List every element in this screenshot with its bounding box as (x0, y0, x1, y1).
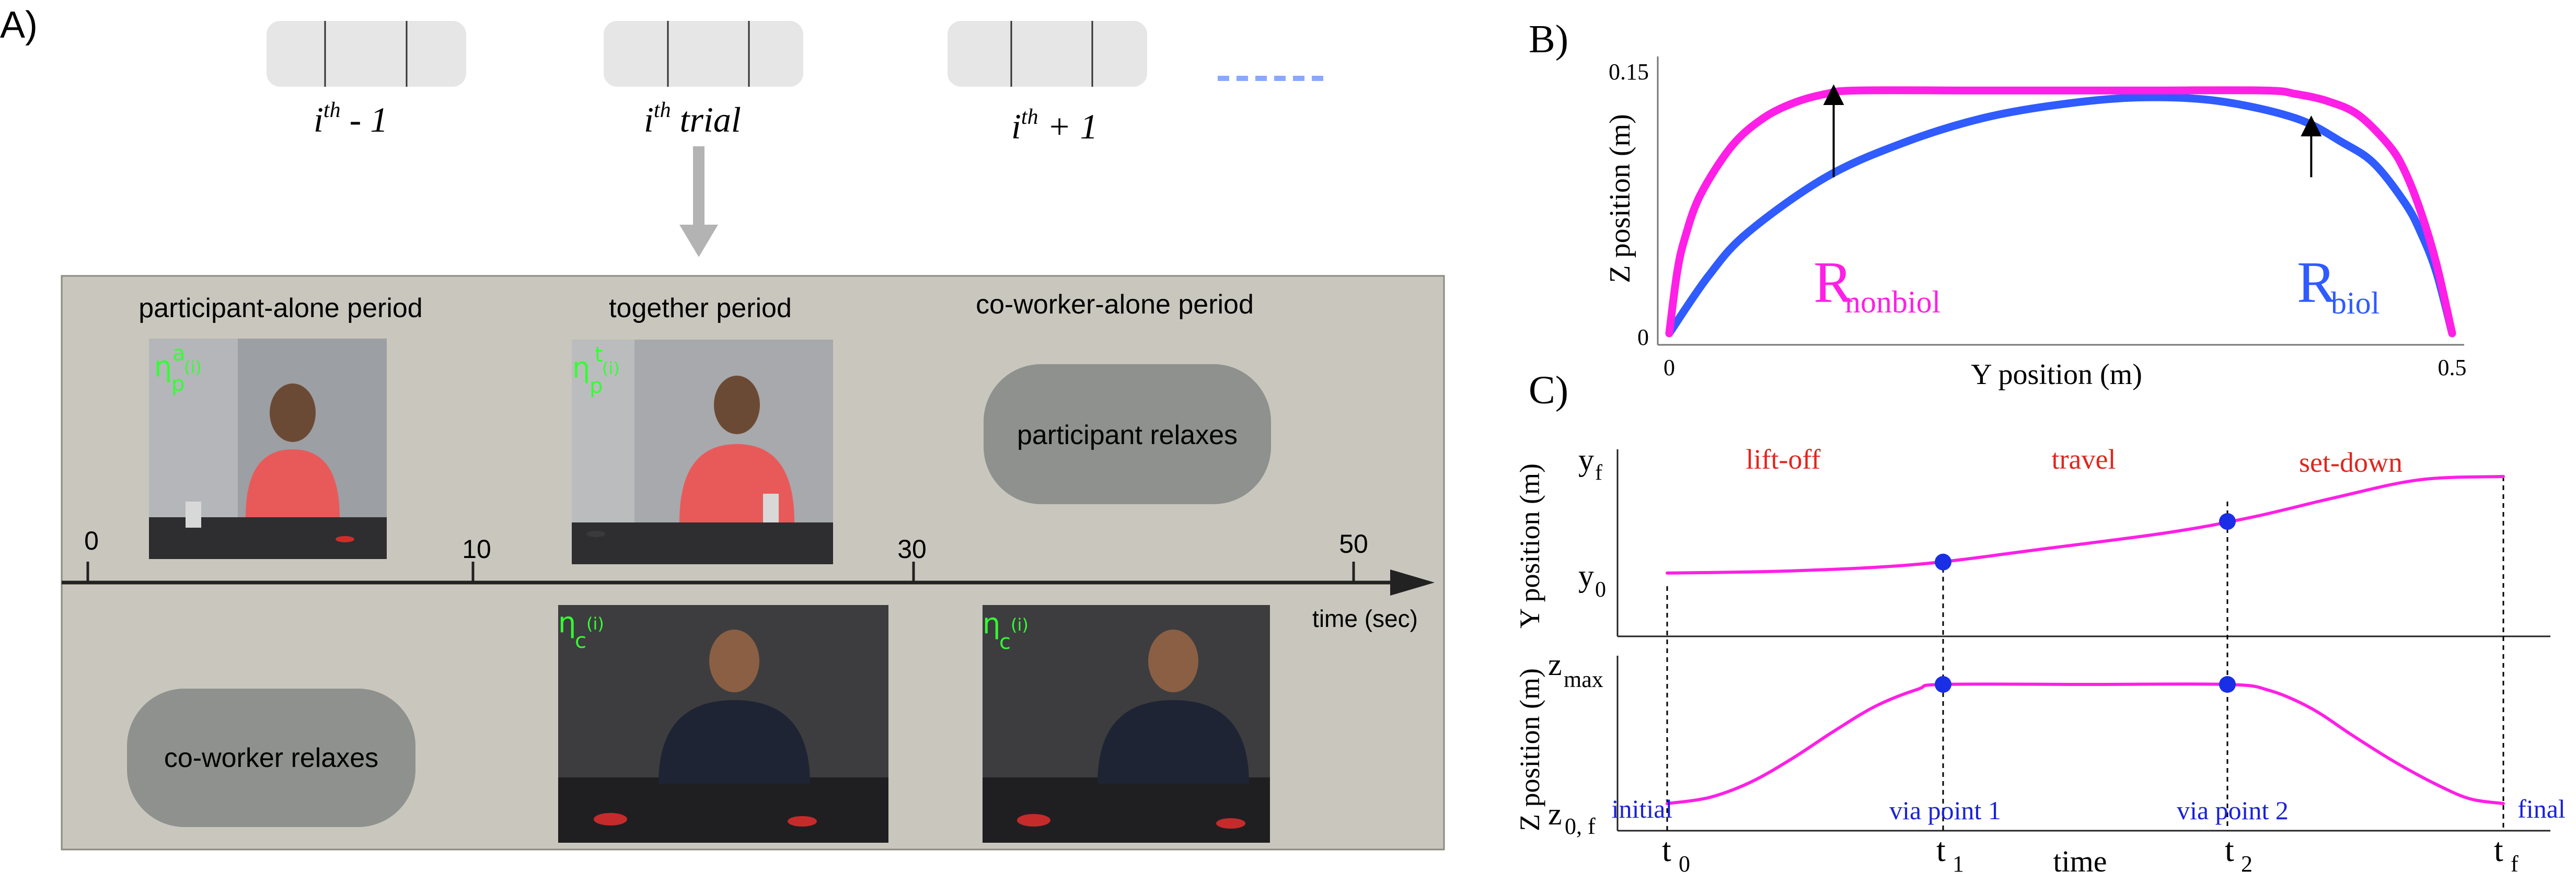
y-via-point-2 (2219, 513, 2236, 530)
label-r-biol: Rbiol (2297, 250, 2379, 320)
c-top-ylabel: Y position (m) (1514, 463, 1545, 629)
panel-b: B) 0.15 0 0 0.5 Y position (m) Z positio… (1529, 17, 2467, 391)
c-bottom-ylabel: Z position (m) (1514, 668, 1545, 831)
c-plot-area (1666, 475, 2505, 831)
b-ytick-top: 0.15 (1609, 59, 1649, 85)
photo-coworker-together: η c(i) (558, 605, 888, 843)
trial-box-next (948, 21, 1147, 87)
eta-c-label-2: η c(i) (983, 607, 1029, 654)
trial-box-current (604, 21, 803, 87)
trial-label-current: ith trial (644, 98, 741, 139)
period-coworker-alone: co-worker-alone period (976, 289, 1254, 320)
time-axis-label: time (sec) (1312, 605, 1418, 632)
photo-together: η pt (i) (572, 340, 833, 564)
phase-lift-off: lift-off (1746, 444, 1821, 475)
point-label-final: final (2517, 794, 2566, 823)
time-tick-0: 0 (84, 526, 99, 555)
c-ytick-z0f: z 0, f (1548, 797, 1596, 839)
eta-c-label-1: η c(i) (558, 606, 604, 653)
time-ticks (86, 562, 1355, 583)
y-trajectory-line (1666, 475, 2505, 575)
b-xtick-end: 0.5 (2438, 355, 2467, 380)
phase-set-down: set-down (2299, 447, 2402, 478)
time-tick-30: 30 (897, 534, 927, 564)
panel-a-label: A) (0, 4, 38, 46)
c-ytick-y0: y0 (1578, 559, 1606, 602)
panel-a: A) ith - 1 ith trial ith + 1 par (0, 4, 1445, 851)
point-label-via2: via point 2 (2177, 796, 2289, 825)
participant-relaxes-text: participant relaxes (1017, 420, 1238, 450)
trial-box-prev (267, 21, 466, 87)
coworker-relaxes-bubble (127, 689, 415, 827)
photo-coworker-alone: η c(i) (983, 605, 1270, 843)
series-line-r-nonbiol (1665, 86, 2456, 338)
c-ytick-yf: yf (1578, 443, 1602, 485)
b-xtick-zero: 0 (1664, 355, 1675, 380)
c-ytick-zmax: zmax (1548, 647, 1603, 692)
point-label-via1: via point 1 (1889, 796, 2001, 825)
trial-label-prev: ith - 1 (314, 98, 388, 139)
z-trajectory-line (1666, 682, 2505, 805)
b-ylabel: Z position (m) (1604, 114, 1636, 283)
period-together: together period (609, 293, 792, 323)
label-r-nonbiol: Rnonbiol (1813, 250, 1940, 319)
eta-p-a-label: η pa (i) (154, 342, 202, 396)
period-participant-alone: participant-alone period (138, 293, 422, 323)
c-xlabel: time (2053, 844, 2107, 878)
phase-travel: travel (2052, 444, 2116, 475)
coworker-relaxes-text: co-worker relaxes (164, 743, 378, 773)
z-via-point-2 (2219, 676, 2236, 693)
panel-c-label: C) (1529, 368, 1568, 412)
point-label-initial: initial (1612, 794, 1673, 823)
time-tick-10: 10 (462, 534, 491, 564)
zoom-arrow (679, 146, 718, 257)
z-via-point-1 (1935, 676, 1951, 693)
photo-participant-alone: η pa (i) (149, 339, 387, 559)
b-xlabel: Y position (m) (1971, 358, 2142, 391)
b-ytick-zero: 0 (1637, 324, 1649, 350)
trial-label-next: ith + 1 (1011, 105, 1098, 146)
eta-p-t-label: η pt (i) (572, 343, 620, 398)
panel-b-label: B) (1529, 17, 1568, 61)
series-line-r-biol (1665, 93, 2456, 338)
time-axis-arrowhead (1390, 569, 1435, 596)
b-plot-area (1665, 84, 2456, 338)
participant-relaxes-bubble (984, 364, 1271, 504)
y-via-point-1 (1935, 553, 1951, 571)
panel-c: C) Y position (m) Z position (m) yf y0 z… (1514, 368, 2566, 878)
time-tick-50: 50 (1339, 529, 1368, 559)
